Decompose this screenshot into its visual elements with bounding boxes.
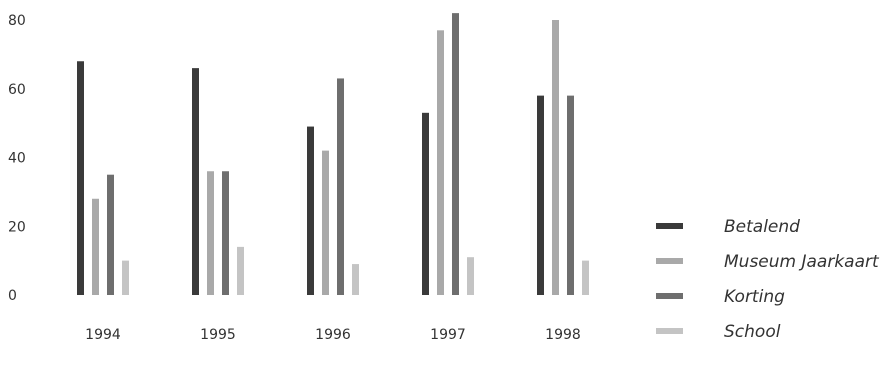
bar-korting-1998 [567,95,574,295]
bar-korting-1997 [452,13,459,295]
y-tick-label: 60 [8,82,26,98]
legend-label: Betalend [724,217,800,237]
bar-korting-1995 [222,171,229,295]
bar-school-1998 [582,260,589,295]
legend-label: Museum Jaarkaart [724,252,880,272]
y-tick-label: 20 [8,219,26,235]
legend-label: Korting [724,287,785,307]
legend-swatch [656,223,683,229]
legend-swatch [656,258,683,264]
bar-museum-jaarkaart-1994 [92,198,99,295]
x-tick-label: 1996 [315,327,351,343]
bar-school-1994 [122,260,129,295]
x-tick-label: 1995 [200,327,236,343]
bar-betalend-1996 [307,126,314,295]
bar-museum-jaarkaart-1997 [437,30,444,295]
bar-school-1997 [467,257,474,295]
bar-museum-jaarkaart-1996 [322,150,329,295]
x-tick-label: 1994 [85,327,121,343]
legend-swatch [656,328,683,334]
y-tick-label: 40 [8,151,26,167]
bar-museum-jaarkaart-1995 [207,171,214,295]
bar-betalend-1994 [77,61,84,295]
bar-school-1995 [237,246,244,295]
y-tick-label: 80 [8,13,26,29]
y-tick-label: 0 [8,288,17,304]
bar-betalend-1998 [537,95,544,295]
x-axis-ticks: 1994 1995 1996 1997 1998 [85,327,581,343]
bar-museum-jaarkaart-1998 [552,20,559,295]
bar-korting-1994 [107,174,114,295]
x-tick-label: 1998 [545,327,581,343]
y-axis-ticks: 0 20 40 60 80 [8,13,26,304]
legend-swatch [656,293,683,299]
legend-label: School [724,322,781,342]
bars [77,13,589,295]
bar-betalend-1997 [422,112,429,295]
x-tick-label: 1997 [430,327,466,343]
bar-betalend-1995 [192,68,199,295]
bar-school-1996 [352,264,359,295]
bar-korting-1996 [337,78,344,295]
legend: Betalend Museum Jaarkaart Korting School [656,217,880,342]
